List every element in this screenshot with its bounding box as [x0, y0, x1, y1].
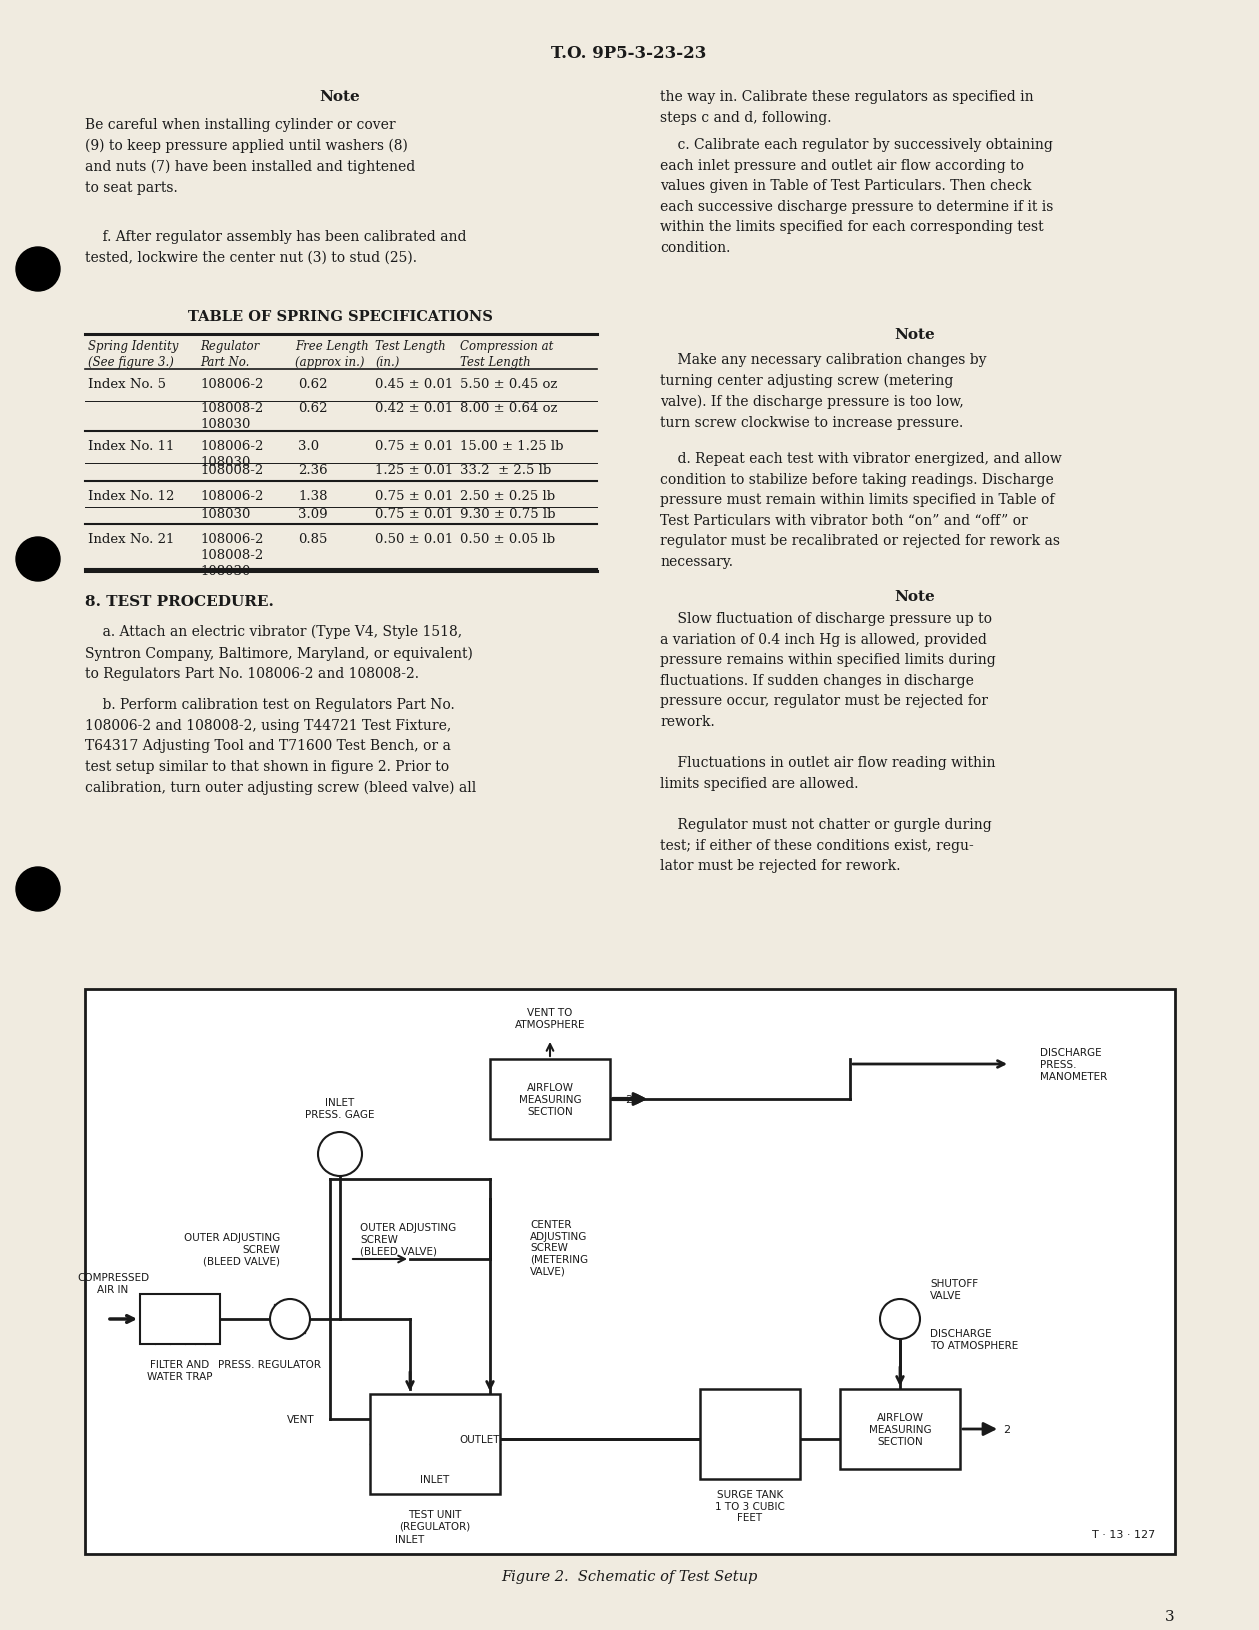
Circle shape [319, 1133, 363, 1177]
Text: TABLE OF SPRING SPECIFICATIONS: TABLE OF SPRING SPECIFICATIONS [188, 310, 492, 324]
Text: Slow fluctuation of discharge pressure up to
a variation of 0.4 inch Hg is allow: Slow fluctuation of discharge pressure u… [660, 611, 996, 872]
Text: 0.85: 0.85 [298, 533, 327, 546]
Text: Index No. 12: Index No. 12 [88, 489, 175, 502]
Text: 108006-2
108008-2
108030: 108006-2 108008-2 108030 [200, 533, 263, 577]
Text: OUTER ADJUSTING
SCREW
(BLEED VALVE): OUTER ADJUSTING SCREW (BLEED VALVE) [184, 1232, 279, 1267]
Text: VENT: VENT [287, 1415, 315, 1425]
Text: Compression at
Test Length: Compression at Test Length [460, 339, 554, 368]
Circle shape [269, 1299, 310, 1340]
Bar [140, 1294, 220, 1345]
Text: 0.45 ± 0.01: 0.45 ± 0.01 [375, 378, 453, 391]
Text: 15.00 ± 1.25 lb: 15.00 ± 1.25 lb [460, 440, 564, 453]
Text: INLET: INLET [421, 1474, 449, 1483]
Text: 3.0: 3.0 [298, 440, 319, 453]
Text: PRESS. REGULATOR: PRESS. REGULATOR [219, 1359, 321, 1369]
Text: OUTER ADJUSTING
SCREW
(BLEED VALVE): OUTER ADJUSTING SCREW (BLEED VALVE) [360, 1222, 456, 1255]
Text: Note: Note [320, 90, 360, 104]
Text: Note: Note [895, 590, 935, 603]
Text: 108030: 108030 [200, 507, 251, 520]
Text: the way in. Calibrate these regulators as specified in
steps c and d, following.: the way in. Calibrate these regulators a… [660, 90, 1034, 124]
Text: 3.09: 3.09 [298, 507, 327, 520]
Text: 0.75 ± 0.01: 0.75 ± 0.01 [375, 489, 453, 502]
Bar [840, 1389, 961, 1469]
Text: Spring Identity
(See figure 3.): Spring Identity (See figure 3.) [88, 339, 179, 368]
Text: 0.62: 0.62 [298, 378, 327, 391]
Text: Regulator
Part No.: Regulator Part No. [200, 339, 259, 368]
Text: SHUTOFF
VALVE: SHUTOFF VALVE [930, 1278, 978, 1301]
Bar [700, 1389, 799, 1478]
Text: 0.42 ± 0.01: 0.42 ± 0.01 [375, 401, 453, 414]
Text: AIRFLOW
MEASURING
SECTION: AIRFLOW MEASURING SECTION [519, 1082, 582, 1117]
Text: TEST UNIT
(REGULATOR): TEST UNIT (REGULATOR) [399, 1509, 471, 1531]
Text: 108008-2
108030: 108008-2 108030 [200, 401, 263, 430]
Text: 0.75 ± 0.01: 0.75 ± 0.01 [375, 507, 453, 520]
Text: Figure 2.  Schematic of Test Setup: Figure 2. Schematic of Test Setup [501, 1570, 757, 1583]
Text: 0.62: 0.62 [298, 401, 327, 414]
Bar [370, 1394, 500, 1495]
Text: INLET: INLET [395, 1534, 424, 1544]
Text: Test Length
(in.): Test Length (in.) [375, 339, 446, 368]
Text: DISCHARGE
PRESS.
MANOMETER: DISCHARGE PRESS. MANOMETER [1040, 1048, 1107, 1081]
Text: 108008-2: 108008-2 [200, 463, 263, 476]
Text: Be careful when installing cylinder or cover
(9) to keep pressure applied until : Be careful when installing cylinder or c… [86, 117, 415, 196]
Circle shape [16, 538, 60, 582]
Text: 3: 3 [1166, 1609, 1175, 1623]
Text: 0.50 ± 0.01: 0.50 ± 0.01 [375, 533, 453, 546]
Circle shape [880, 1299, 920, 1340]
Circle shape [16, 248, 60, 292]
Text: 108006-2: 108006-2 [200, 489, 263, 502]
Text: 8.00 ± 0.64 oz: 8.00 ± 0.64 oz [460, 401, 558, 414]
Text: 0.75 ± 0.01: 0.75 ± 0.01 [375, 440, 453, 453]
Text: 1.25 ± 0.01: 1.25 ± 0.01 [375, 463, 453, 476]
Text: Free Length
(approx in.): Free Length (approx in.) [295, 339, 369, 368]
Text: INLET
PRESS. GAGE: INLET PRESS. GAGE [305, 1097, 375, 1120]
Text: 9.30 ± 0.75 lb: 9.30 ± 0.75 lb [460, 507, 555, 520]
Text: 2: 2 [624, 1094, 632, 1104]
Text: 5.50 ± 0.45 oz: 5.50 ± 0.45 oz [460, 378, 558, 391]
Text: 2: 2 [1003, 1425, 1010, 1434]
Circle shape [16, 867, 60, 911]
Text: T.O. 9P5-3-23-23: T.O. 9P5-3-23-23 [551, 46, 706, 62]
Text: 0.50 ± 0.05 lb: 0.50 ± 0.05 lb [460, 533, 555, 546]
Text: SURGE TANK
1 TO 3 CUBIC
FEET: SURGE TANK 1 TO 3 CUBIC FEET [715, 1490, 784, 1522]
Text: f. After regulator assembly has been calibrated and
tested, lockwire the center : f. After regulator assembly has been cal… [86, 230, 467, 264]
Text: COMPRESSED
AIR IN: COMPRESSED AIR IN [77, 1273, 149, 1294]
Text: Make any necessary calibration changes by
turning center adjusting screw (meteri: Make any necessary calibration changes b… [660, 352, 987, 430]
Text: 108006-2
108030: 108006-2 108030 [200, 440, 263, 469]
Text: Index No. 11: Index No. 11 [88, 440, 175, 453]
Text: b. Perform calibration test on Regulators Part No.
108006-2 and 108008-2, using : b. Perform calibration test on Regulator… [86, 698, 476, 794]
Bar [490, 1060, 611, 1139]
Text: DISCHARGE
TO ATMOSPHERE: DISCHARGE TO ATMOSPHERE [930, 1328, 1019, 1350]
Text: T · 13 · 127: T · 13 · 127 [1092, 1529, 1155, 1539]
Text: Note: Note [895, 328, 935, 342]
Text: a. Attach an electric vibrator (Type V4, Style 1518,
Syntron Company, Baltimore,: a. Attach an electric vibrator (Type V4,… [86, 624, 473, 681]
Text: Index No. 5: Index No. 5 [88, 378, 166, 391]
Text: CENTER
ADJUSTING
SCREW
(METERING
VALVE): CENTER ADJUSTING SCREW (METERING VALVE) [530, 1219, 588, 1276]
Text: d. Repeat each test with vibrator energized, and allow
condition to stabilize be: d. Repeat each test with vibrator energi… [660, 452, 1061, 569]
Text: 33.2  ± 2.5 lb: 33.2 ± 2.5 lb [460, 463, 551, 476]
Bar [86, 989, 1175, 1553]
Text: FILTER AND
WATER TRAP: FILTER AND WATER TRAP [147, 1359, 213, 1381]
Text: 108006-2: 108006-2 [200, 378, 263, 391]
Text: c. Calibrate each regulator by successively obtaining
each inlet pressure and ou: c. Calibrate each regulator by successiv… [660, 139, 1054, 254]
Text: 8. TEST PROCEDURE.: 8. TEST PROCEDURE. [86, 595, 274, 608]
Text: OUTLET: OUTLET [460, 1434, 500, 1444]
Text: VENT TO
ATMOSPHERE: VENT TO ATMOSPHERE [515, 1007, 585, 1030]
Text: Index No. 21: Index No. 21 [88, 533, 175, 546]
Text: 2.50 ± 0.25 lb: 2.50 ± 0.25 lb [460, 489, 555, 502]
Text: 2.36: 2.36 [298, 463, 327, 476]
Text: 1.38: 1.38 [298, 489, 327, 502]
Text: AIRFLOW
MEASURING
SECTION: AIRFLOW MEASURING SECTION [869, 1413, 932, 1446]
